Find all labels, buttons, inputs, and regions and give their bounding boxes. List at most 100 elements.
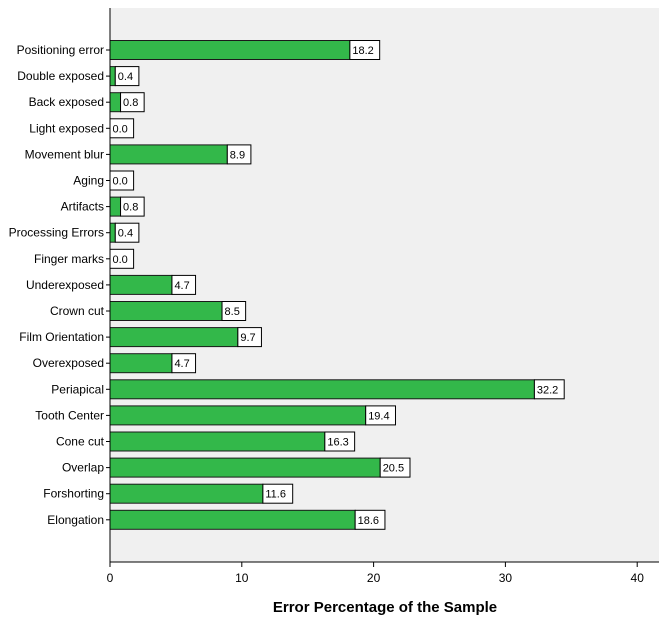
- bar: [109, 144, 228, 165]
- data-label-box: [120, 196, 145, 217]
- data-label-text: 8.5: [225, 306, 240, 318]
- bar: [109, 431, 326, 452]
- data-label-text: 32.2: [537, 384, 558, 396]
- x-tick-label: 10: [235, 571, 249, 585]
- data-label-text: 18.6: [358, 515, 379, 527]
- data-label-box: [349, 40, 381, 60]
- data-label: 8.9: [226, 144, 252, 165]
- category-label: Artifacts: [61, 200, 104, 214]
- data-label-text: 20.5: [383, 463, 404, 475]
- data-label-text: 9.7: [240, 332, 255, 344]
- bar: [109, 405, 367, 426]
- category-label: Light exposed: [29, 121, 104, 135]
- data-label: 8.5: [221, 301, 247, 321]
- category-label: Movement blur: [25, 147, 104, 161]
- data-label: 9.7: [237, 327, 262, 348]
- data-label: 0.0: [109, 170, 135, 191]
- data-label-text: 0.0: [113, 123, 128, 135]
- data-label-text: 0.0: [113, 176, 128, 188]
- bar: [109, 353, 173, 374]
- category-labels: Positioning error Double exposed Back expo…: [9, 43, 105, 527]
- data-label-box: [120, 92, 145, 113]
- category-label: Aging: [73, 174, 104, 188]
- data-label-text: 0.8: [123, 202, 138, 214]
- data-label: 18.2: [349, 40, 381, 60]
- data-label-text: 18.2: [352, 45, 373, 57]
- data-label-box: [221, 301, 247, 321]
- data-label-box: [114, 222, 140, 243]
- x-axis-ticks: [109, 562, 638, 567]
- data-label-box: [171, 353, 197, 374]
- data-label: 0.8: [120, 196, 145, 217]
- data-label-text: 16.3: [327, 437, 348, 449]
- data-label-text: 4.7: [174, 358, 189, 370]
- data-label-box: [226, 144, 252, 165]
- data-label-text: 0.4: [118, 71, 133, 83]
- data-label: 0.4: [114, 66, 140, 87]
- data-label: 0.8: [120, 92, 145, 113]
- data-label: 4.7: [171, 353, 197, 374]
- data-label-text: 19.4: [368, 410, 389, 422]
- data-label: 20.5: [379, 457, 411, 478]
- data-label-box: [533, 379, 565, 400]
- data-label-box: [365, 405, 396, 426]
- data-label-box: [354, 509, 386, 530]
- data-label: 4.7: [171, 274, 197, 295]
- data-label-box: [237, 327, 262, 348]
- bar: [109, 66, 116, 87]
- data-label: 32.2: [533, 379, 565, 400]
- bar: [109, 274, 173, 295]
- data-label-box: [324, 431, 356, 452]
- bar: [109, 327, 239, 348]
- x-tick-label: 0: [107, 571, 114, 585]
- category-label: Overexposed: [33, 356, 104, 370]
- category-label: Positioning error: [17, 43, 104, 57]
- data-label-box: [171, 274, 197, 295]
- x-tick-labels: 0 10 20 30 40: [107, 571, 645, 585]
- data-label-box: [114, 66, 140, 87]
- data-label-text: 8.9: [230, 149, 245, 161]
- data-label: 11.6: [262, 483, 294, 504]
- category-label: Back exposed: [29, 95, 104, 109]
- data-label-text: 11.6: [265, 489, 286, 501]
- bar: [109, 196, 122, 217]
- data-label-text: 0.8: [123, 97, 138, 109]
- x-tick-label: 20: [367, 571, 381, 585]
- bar: [109, 40, 351, 60]
- category-label: Finger marks: [34, 252, 104, 266]
- category-label: Film Orientation: [19, 330, 104, 344]
- x-tick-label: 30: [499, 571, 513, 585]
- category-label: Crown cut: [50, 304, 105, 318]
- category-label: Underexposed: [26, 278, 104, 292]
- category-label: Forshorting: [43, 487, 104, 501]
- data-label: 18.6: [354, 509, 386, 530]
- data-labels: 18.2 0.4 0.8 0.0 8.9 0.0 0.8 0.4 0.0 4.7 8.5 9.7 4.7…: [109, 40, 565, 530]
- data-label: 16.3: [324, 431, 356, 452]
- bar: [109, 483, 264, 504]
- data-label: 0.0: [109, 118, 135, 139]
- bar: [109, 509, 356, 530]
- data-label-text: 0.4: [118, 228, 133, 240]
- data-label: 0.4: [114, 222, 140, 243]
- data-label-text: 0.0: [113, 254, 128, 266]
- data-label: 0.0: [109, 248, 135, 269]
- category-label: Cone cut: [56, 435, 105, 449]
- category-label: Overlap: [62, 461, 104, 475]
- data-label: 19.4: [365, 405, 396, 426]
- category-label: Double exposed: [17, 69, 104, 83]
- category-label: Elongation: [47, 513, 104, 527]
- bar-series: [109, 40, 535, 530]
- bar: [109, 379, 535, 400]
- y-axis-ticks: [106, 49, 110, 521]
- category-label: Periapical: [51, 382, 104, 396]
- data-label-box: [379, 457, 411, 478]
- category-label: Tooth Center: [35, 408, 104, 422]
- data-label-text: 4.7: [174, 280, 189, 292]
- x-tick-label: 40: [631, 571, 645, 585]
- bar: [109, 457, 381, 478]
- bar: [109, 301, 223, 321]
- category-label: Processing Errors: [9, 226, 104, 240]
- x-axis-title: Error Percentage of the Sample: [273, 599, 497, 616]
- bar: [109, 92, 122, 113]
